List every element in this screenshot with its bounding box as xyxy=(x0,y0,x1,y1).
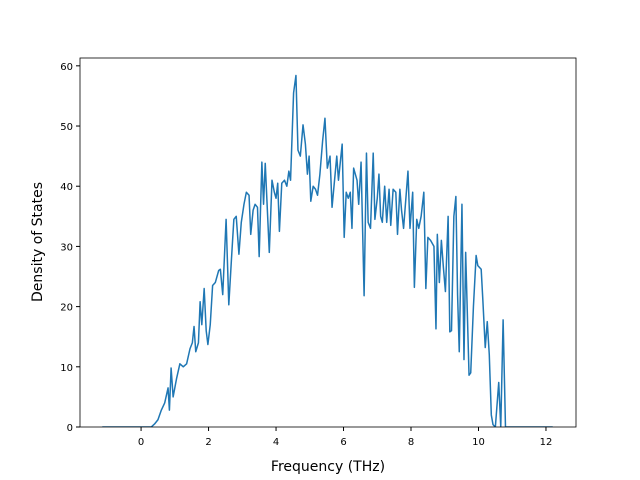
y-tick-label: 30 xyxy=(60,242,73,253)
x-tick-label: 8 xyxy=(408,437,414,448)
y-tick-label: 50 xyxy=(60,122,73,133)
data-line xyxy=(102,74,553,427)
x-tick-label: 0 xyxy=(138,437,144,448)
x-axis-label: Frequency (THz) xyxy=(271,459,385,475)
y-axis-label: Density of States xyxy=(30,182,46,302)
y-tick-label: 60 xyxy=(60,62,73,73)
x-tick-label: 6 xyxy=(340,437,346,448)
y-tick-label: 40 xyxy=(60,182,73,193)
x-tick-label: 12 xyxy=(540,437,553,448)
y-tick-label: 0 xyxy=(67,423,73,434)
plot-frame xyxy=(79,57,577,428)
x-tick-label: 2 xyxy=(205,437,211,448)
x-tick-label: 10 xyxy=(472,437,485,448)
x-tick-label: 4 xyxy=(273,437,279,448)
y-tick-label: 10 xyxy=(60,363,73,374)
y-tick-label: 20 xyxy=(60,303,73,314)
